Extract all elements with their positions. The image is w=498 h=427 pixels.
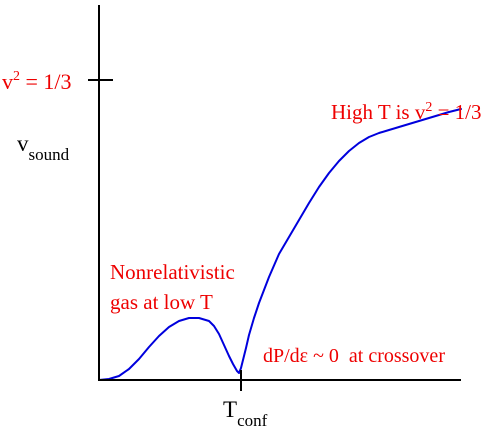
series-line-0 <box>98 108 462 381</box>
annotation-nonrel-line2: gas at low T <box>110 290 213 314</box>
y-axis-label: vsound <box>17 131 70 164</box>
curve-layer <box>98 108 462 381</box>
x-tick-label: Tconf <box>223 397 268 427</box>
annotation-nonrel-line1: Nonrelativistic <box>110 260 235 284</box>
y-tick-label: v2 = 1/3 <box>2 69 72 94</box>
annotation-high-t: High T is v2 = 1/3 <box>331 100 482 124</box>
annotation-crossover: dP/dε ~ 0 at crossover <box>263 345 445 367</box>
